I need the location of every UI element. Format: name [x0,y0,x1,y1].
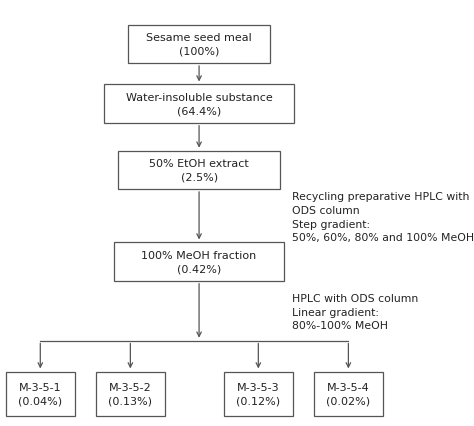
Bar [118,151,280,190]
Bar [128,26,270,64]
Text: HPLC with ODS column
Linear gradient:
80%-100% MeOH: HPLC with ODS column Linear gradient: 80… [292,293,418,331]
Text: 50% EtOH extract
(2.5%): 50% EtOH extract (2.5%) [149,159,249,182]
Bar [114,243,284,281]
Bar [104,85,294,124]
Text: Recycling preparative HPLC with
ODS column
Step gradient:
50%, 60%, 80% and 100%: Recycling preparative HPLC with ODS colu… [292,192,474,242]
Bar [6,371,75,417]
Text: M-3-5-1
(0.04%): M-3-5-1 (0.04%) [18,383,63,406]
Text: M-3-5-4
(0.02%): M-3-5-4 (0.02%) [326,383,371,406]
Bar [96,371,165,417]
Text: 100% MeOH fraction
(0.42%): 100% MeOH fraction (0.42%) [141,250,257,273]
Bar [224,371,292,417]
Text: M-3-5-3
(0.12%): M-3-5-3 (0.12%) [236,383,281,406]
Text: Sesame seed meal
(100%): Sesame seed meal (100%) [146,33,252,56]
Bar [314,371,383,417]
Text: Water-insoluble substance
(64.4%): Water-insoluble substance (64.4%) [126,93,273,116]
Text: M-3-5-2
(0.13%): M-3-5-2 (0.13%) [109,383,152,406]
